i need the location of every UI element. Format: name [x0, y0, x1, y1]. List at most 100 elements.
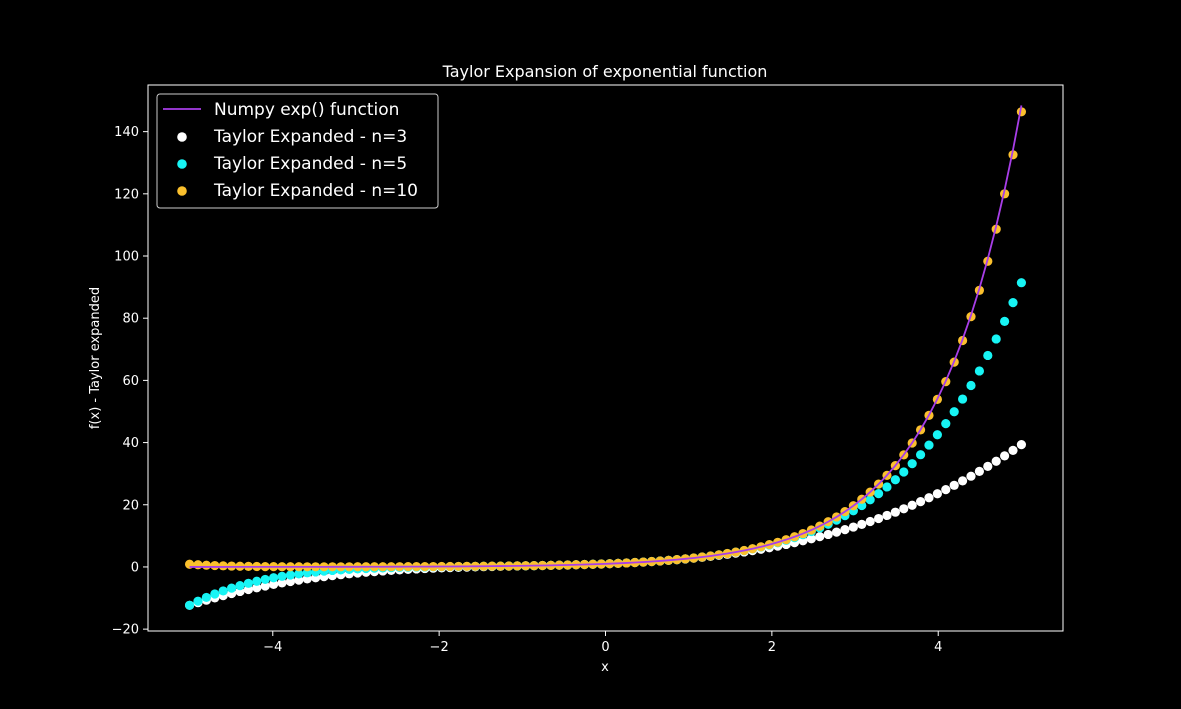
data-point — [823, 529, 833, 540]
data-point — [932, 430, 942, 440]
legend-dot-marker — [177, 186, 187, 196]
data-point — [243, 578, 254, 588]
data-point — [966, 380, 976, 391]
x-tick-label: 4 — [934, 640, 942, 655]
data-point — [260, 574, 270, 585]
data-point — [865, 495, 875, 505]
data-point — [941, 419, 951, 429]
data-point — [252, 576, 262, 586]
data-point — [857, 519, 867, 529]
data-point — [924, 493, 934, 503]
data-point — [899, 504, 909, 514]
y-tick-label: 120 — [114, 187, 139, 202]
legend-dot-marker — [177, 132, 187, 142]
y-tick-label: 80 — [122, 312, 139, 327]
y-tick-label: 60 — [122, 374, 139, 389]
legend-label: Taylor Expanded - n=5 — [213, 154, 407, 174]
data-point — [991, 334, 1001, 344]
data-point — [882, 482, 892, 492]
data-point — [907, 500, 917, 510]
data-point — [966, 471, 976, 481]
data-point — [227, 583, 237, 593]
data-point — [210, 560, 220, 571]
data-point — [991, 456, 1001, 466]
data-point — [949, 480, 959, 490]
x-axis: −4 −2 0 2 4 — [263, 631, 942, 655]
data-point — [949, 407, 959, 417]
data-point — [983, 461, 993, 471]
data-point — [840, 525, 850, 535]
data-point — [218, 586, 228, 596]
data-point — [218, 561, 228, 571]
data-point — [831, 527, 842, 537]
data-point — [235, 580, 245, 591]
data-point — [1000, 451, 1010, 461]
x-tick-label: 2 — [768, 640, 776, 655]
data-point — [932, 489, 942, 499]
data-point — [815, 532, 825, 542]
legend-dot-marker — [177, 159, 187, 169]
y-tick-label: 20 — [122, 498, 139, 513]
data-point — [277, 578, 287, 588]
data-point — [1008, 298, 1018, 308]
data-point — [193, 560, 203, 570]
data-point — [890, 507, 900, 517]
data-point — [1000, 316, 1010, 326]
data-point — [1016, 278, 1027, 288]
data-point — [924, 440, 934, 450]
data-point — [873, 489, 884, 499]
legend: Numpy exp() function Taylor Expanded - n=… — [156, 93, 439, 209]
data-point — [957, 394, 968, 404]
data-point — [1016, 440, 1027, 450]
data-point — [1008, 445, 1018, 455]
data-point — [983, 350, 993, 361]
data-point — [865, 516, 875, 527]
data-point — [941, 485, 951, 495]
data-point — [915, 450, 926, 460]
data-point — [890, 475, 900, 485]
y-tick-label: 0 — [131, 560, 139, 575]
y-axis: −20 0 20 40 60 80 100 120 140 — [112, 125, 148, 638]
data-point — [269, 579, 279, 590]
data-point — [907, 459, 917, 469]
x-tick-label: −2 — [430, 640, 449, 655]
data-point — [184, 600, 195, 610]
data-point — [882, 510, 892, 521]
data-point — [260, 581, 270, 591]
y-tick-label: 40 — [122, 436, 139, 451]
y-tick-label: 100 — [114, 250, 139, 265]
chart-title: Taylor Expansion of exponential function — [442, 62, 768, 81]
legend-label: Taylor Expanded - n=10 — [213, 181, 418, 201]
data-point — [899, 467, 909, 477]
y-axis-label: f(x) - Taylor expanded — [88, 287, 103, 429]
x-tick-label: −4 — [263, 640, 282, 655]
data-point — [269, 573, 279, 583]
legend-label: Numpy exp() function — [214, 100, 399, 120]
data-point — [201, 592, 211, 603]
data-point — [957, 476, 968, 486]
data-point — [285, 576, 296, 587]
plot-area — [184, 105, 1027, 610]
data-point — [873, 513, 884, 524]
data-point — [277, 571, 287, 581]
data-point — [974, 466, 985, 476]
data-point — [848, 522, 858, 532]
y-tick-label: −20 — [112, 623, 139, 638]
data-point — [294, 569, 304, 579]
data-point — [210, 589, 220, 599]
data-point — [294, 575, 304, 585]
data-point — [915, 496, 926, 507]
x-axis-label: x — [601, 660, 609, 675]
data-point — [193, 596, 203, 606]
x-tick-label: 0 — [601, 640, 609, 655]
data-point — [201, 560, 211, 570]
legend-label: Taylor Expanded - n=3 — [213, 127, 407, 147]
legend-frame — [156, 93, 439, 209]
data-point — [252, 583, 262, 593]
data-point — [285, 570, 296, 580]
series-line-exp — [189, 105, 1023, 568]
data-point — [974, 366, 985, 376]
data-point — [806, 534, 816, 544]
y-tick-label: 140 — [114, 125, 139, 140]
